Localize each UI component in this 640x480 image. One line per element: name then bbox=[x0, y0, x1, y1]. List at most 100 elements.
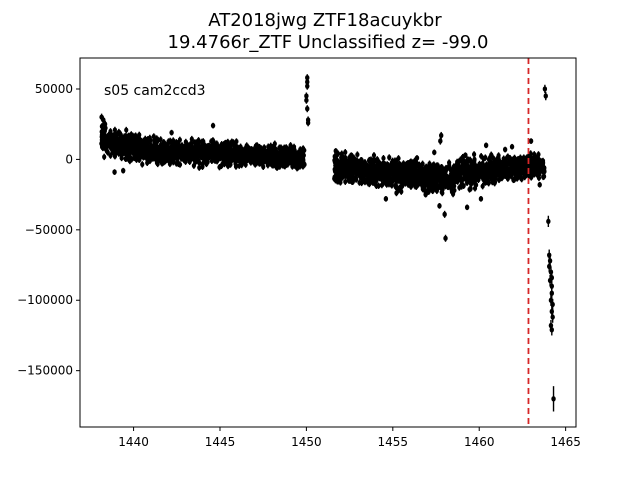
data-point bbox=[127, 154, 133, 160]
data-point bbox=[388, 178, 394, 184]
data-point bbox=[408, 159, 414, 165]
data-point bbox=[102, 154, 107, 160]
data-point bbox=[104, 139, 109, 146]
data-point bbox=[154, 141, 159, 147]
data-point bbox=[437, 169, 442, 176]
data-point bbox=[262, 152, 267, 158]
data-point bbox=[407, 172, 412, 178]
data-point bbox=[187, 155, 192, 161]
plot-area bbox=[80, 58, 576, 427]
data-point bbox=[138, 140, 143, 146]
data-point bbox=[227, 161, 232, 167]
data-point bbox=[279, 150, 284, 156]
data-point bbox=[288, 157, 293, 163]
data-point bbox=[443, 182, 448, 188]
data-point bbox=[166, 138, 171, 145]
data-point bbox=[266, 159, 271, 165]
data-point bbox=[413, 181, 418, 187]
data-point bbox=[343, 161, 348, 167]
data-point bbox=[283, 150, 288, 157]
data-point bbox=[112, 127, 118, 133]
data-point bbox=[261, 164, 266, 170]
data-point bbox=[401, 164, 406, 170]
data-point bbox=[416, 166, 422, 172]
data-point bbox=[112, 153, 118, 159]
data-point bbox=[200, 148, 205, 154]
data-point bbox=[203, 158, 208, 165]
data-point bbox=[200, 164, 205, 170]
data-point bbox=[260, 157, 265, 163]
data-point bbox=[426, 183, 431, 189]
data-point bbox=[410, 167, 415, 173]
data-point bbox=[247, 154, 252, 160]
data-point bbox=[443, 178, 448, 184]
data-point bbox=[120, 138, 125, 144]
data-point bbox=[339, 153, 345, 160]
data-point bbox=[133, 153, 139, 159]
data-point bbox=[427, 176, 432, 182]
data-point bbox=[362, 159, 368, 165]
data-point bbox=[361, 168, 366, 174]
data-point bbox=[269, 162, 275, 168]
data-point bbox=[99, 144, 105, 150]
data-point bbox=[183, 148, 189, 154]
data-point bbox=[139, 152, 144, 159]
data-point bbox=[110, 146, 115, 153]
data-point bbox=[348, 170, 353, 176]
data-point bbox=[434, 177, 440, 183]
data-point bbox=[168, 145, 173, 151]
data-point bbox=[145, 137, 150, 143]
data-point bbox=[381, 155, 386, 161]
data-point bbox=[348, 159, 353, 166]
data-point bbox=[130, 149, 135, 155]
data-point bbox=[140, 161, 145, 167]
data-point bbox=[205, 143, 210, 149]
data-point bbox=[426, 167, 431, 174]
data-point bbox=[274, 160, 280, 166]
data-point bbox=[377, 160, 382, 166]
data-point bbox=[368, 159, 373, 165]
data-point bbox=[196, 142, 202, 149]
data-point bbox=[268, 147, 274, 153]
data-point bbox=[286, 150, 292, 156]
data-point bbox=[295, 152, 301, 158]
data-point bbox=[119, 146, 125, 152]
data-point bbox=[371, 160, 376, 166]
data-point bbox=[271, 156, 277, 163]
data-point bbox=[421, 171, 426, 177]
data-point bbox=[100, 132, 105, 138]
data-point bbox=[150, 151, 155, 157]
data-point bbox=[124, 127, 129, 133]
data-point bbox=[440, 190, 445, 196]
data-point bbox=[374, 183, 379, 189]
data-point bbox=[346, 177, 351, 184]
data-point bbox=[243, 162, 248, 168]
data-point bbox=[339, 171, 344, 177]
data-point bbox=[181, 157, 186, 163]
data-point bbox=[126, 133, 131, 139]
data-point bbox=[294, 165, 300, 171]
data-point bbox=[196, 137, 201, 143]
data-point bbox=[156, 158, 161, 164]
data-point bbox=[134, 146, 139, 152]
data-point bbox=[426, 189, 431, 195]
data-point bbox=[444, 166, 449, 173]
data-point bbox=[355, 151, 360, 158]
data-point bbox=[204, 154, 210, 160]
data-point bbox=[177, 161, 183, 168]
data-point bbox=[394, 176, 399, 182]
data-points bbox=[99, 74, 556, 412]
data-point bbox=[191, 163, 196, 169]
data-point bbox=[367, 181, 372, 187]
data-point bbox=[212, 154, 217, 160]
data-point bbox=[399, 189, 404, 195]
data-point bbox=[165, 143, 170, 150]
data-point bbox=[191, 149, 196, 155]
data-point bbox=[343, 179, 348, 185]
data-point bbox=[237, 163, 242, 169]
data-point bbox=[195, 150, 200, 156]
data-point bbox=[183, 143, 188, 149]
data-point bbox=[163, 150, 169, 156]
data-point bbox=[221, 150, 226, 156]
data-point bbox=[171, 157, 176, 163]
